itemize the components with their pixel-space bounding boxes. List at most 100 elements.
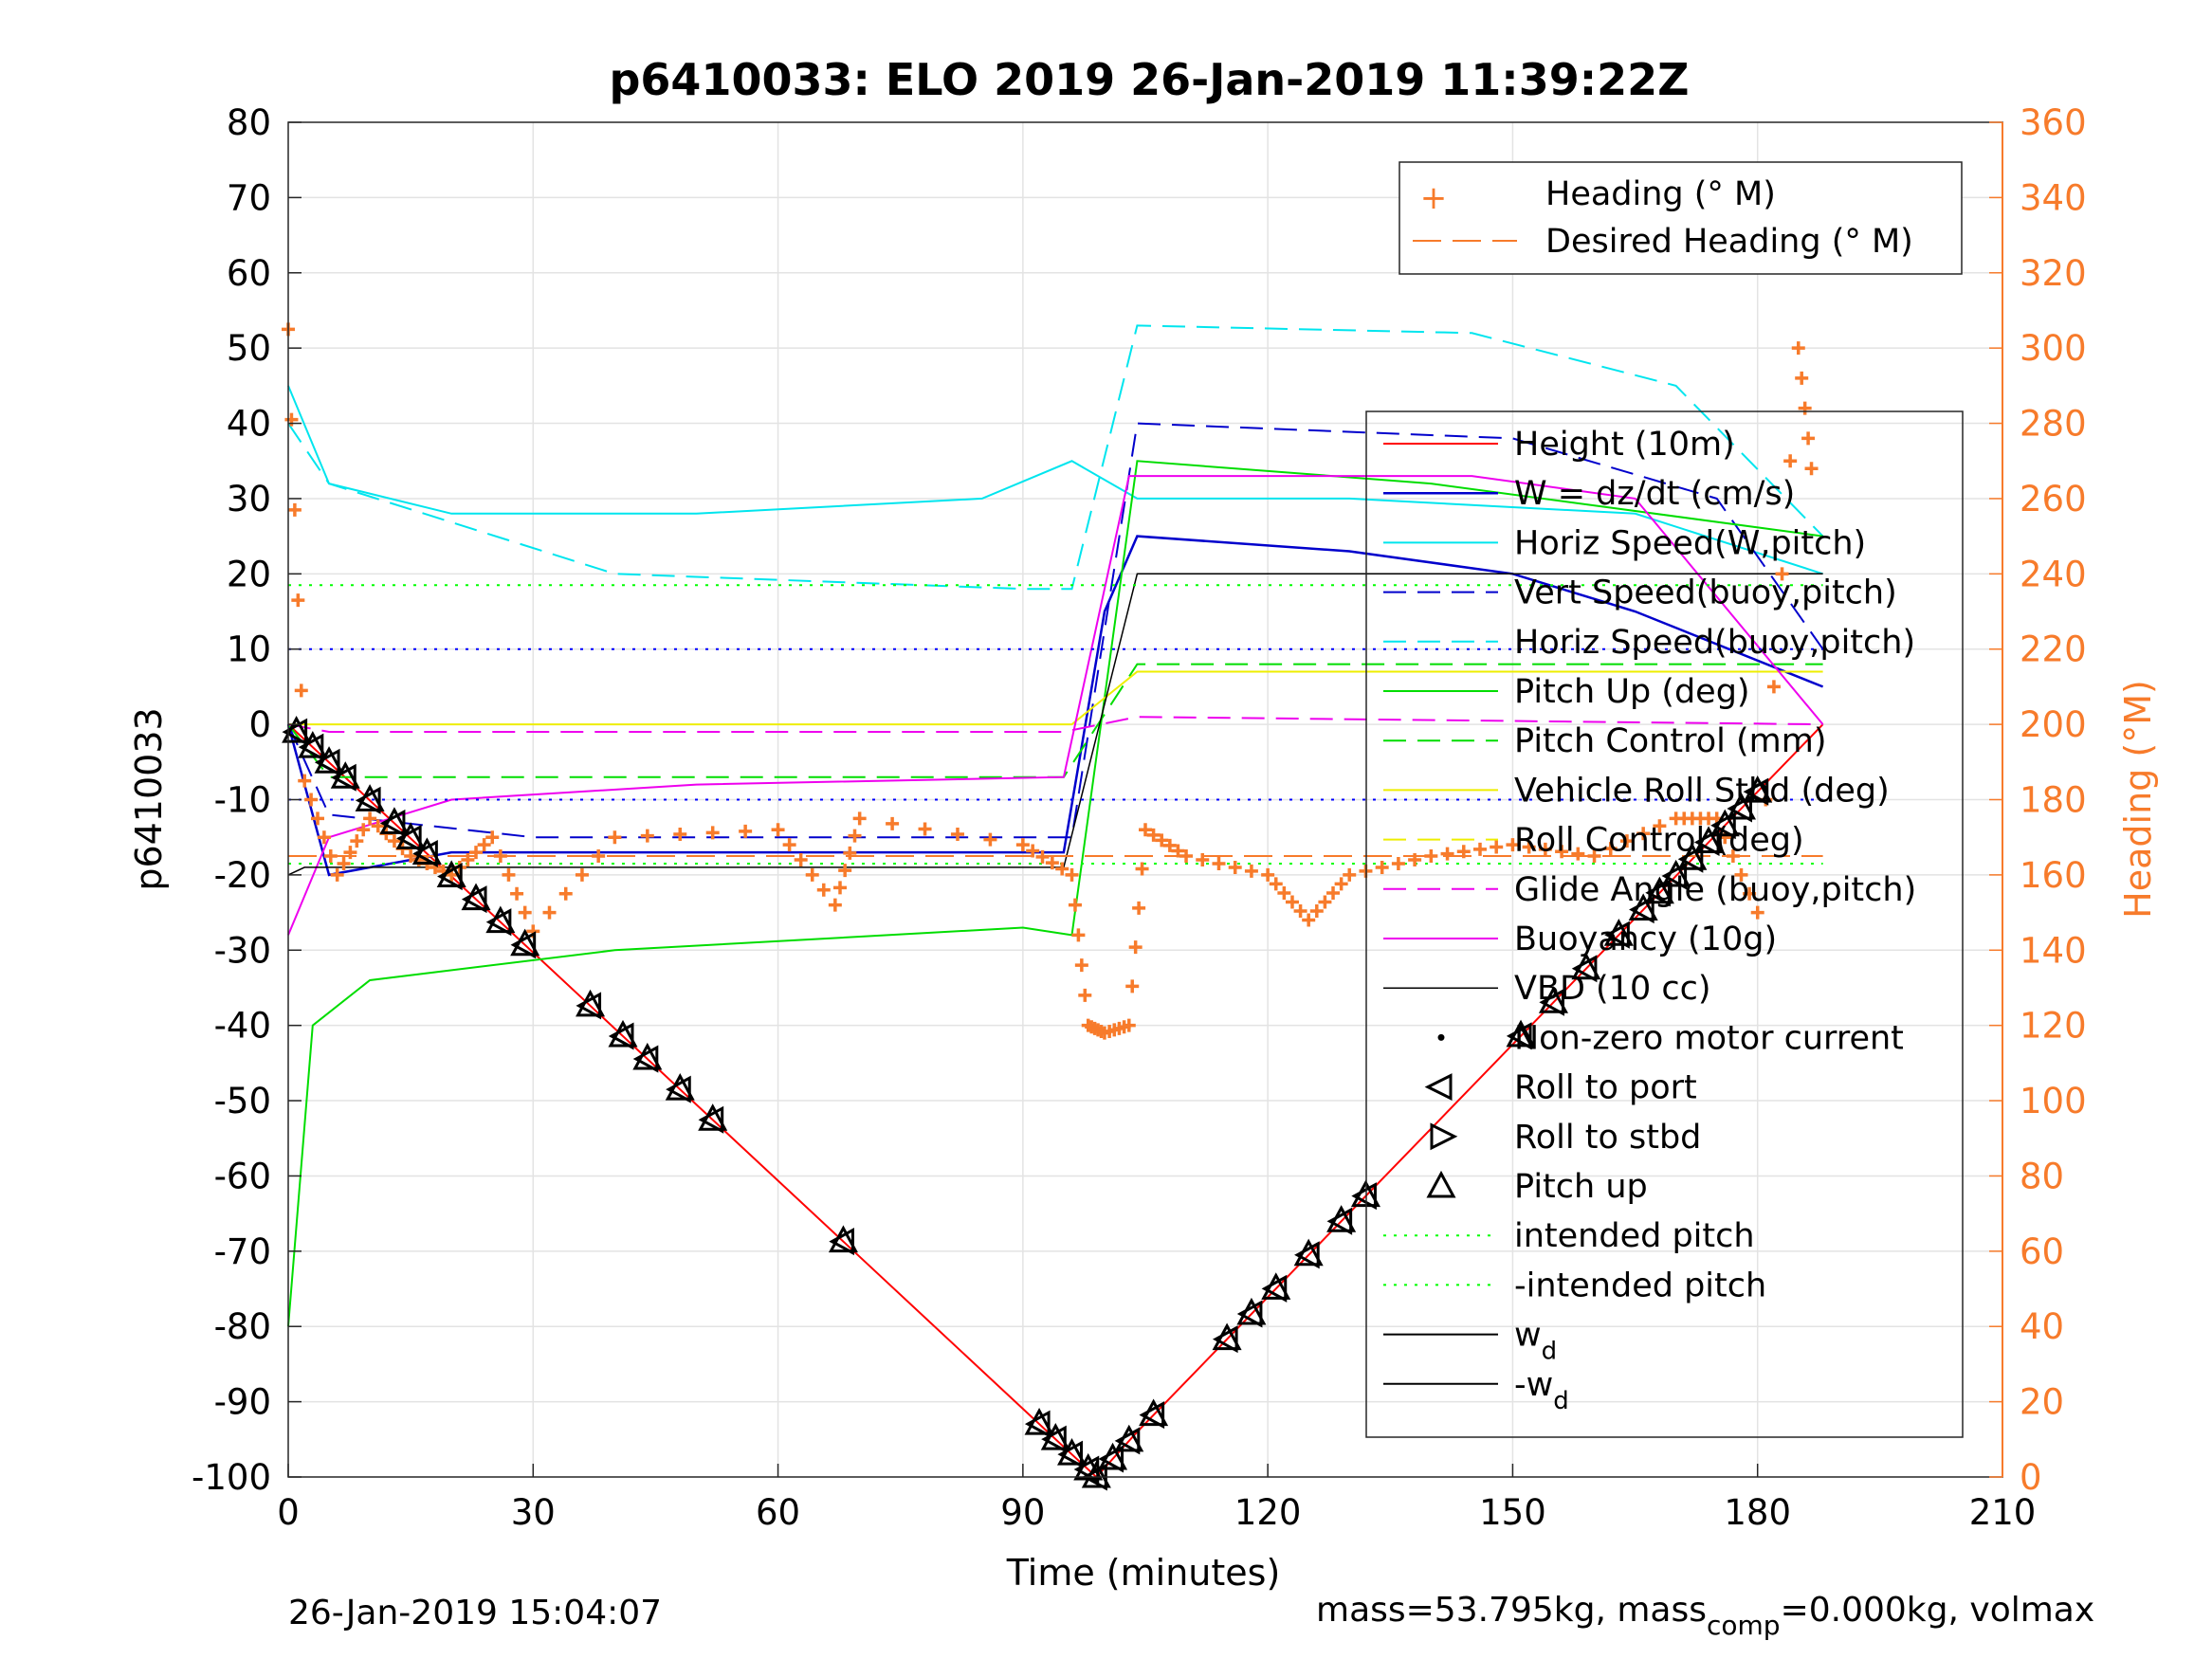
y-axis-label: p6410033 [128,707,170,890]
y-tick-label: -100 [192,1457,271,1498]
legend-entry: -intended pitch [1383,1267,1766,1304]
right-tick-label: 60 [2020,1231,2064,1272]
pitch-up-marker [1040,1422,1070,1453]
heading-point [848,829,862,843]
heading-point [575,867,589,882]
legend-label: Pitch Up (deg) [1514,673,1750,711]
legend-triangle-up-icon [1426,1170,1456,1198]
pitch-up-marker [1661,859,1691,890]
pitch-up-marker [1212,1322,1242,1354]
pitch-up-marker [1261,1272,1291,1303]
pitch-up-marker [1644,876,1674,907]
right-tick-label: 40 [2020,1306,2064,1347]
heading-point [1293,903,1307,918]
heading-point [1318,895,1332,909]
heading-point [287,502,302,517]
footer-mass-rest: =0.000kg, volmax [1781,1591,2095,1630]
right-axis-label: Heading (°M) [2117,680,2159,919]
pitch-up-marker [1236,1297,1267,1328]
heading-point [739,824,753,838]
series-legend: Height (10m) W = dz/dt (cm/s) Horiz Speed(… [1365,410,1964,1438]
heading-point [1015,838,1030,852]
heading-point [1440,847,1454,861]
heading-point [1269,877,1283,891]
right-tick-label: 240 [2020,554,2087,594]
legend-triangle-left-icon [1424,1073,1453,1102]
right-tick-label: 160 [2020,855,2087,896]
series-vert-speed-buoy-pitch [287,422,1824,839]
pitch-up-marker [1326,1205,1357,1235]
heading-point [1472,842,1487,856]
pitch-up-marker [379,807,410,837]
heading-point [1375,860,1389,874]
heading-point [1775,567,1789,581]
heading-point [782,838,796,852]
heading-point [1285,895,1299,909]
y-tick-label: -40 [214,1006,271,1047]
heading-point [485,830,500,845]
right-tick-label: 80 [2020,1156,2064,1196]
heading-point [833,881,848,895]
pitch-up-marker [282,715,312,746]
legend-entry: Horiz Speed(W,pitch) [1383,524,1866,562]
heading-point [1795,371,1809,385]
pitch-up-marker [1709,809,1740,840]
heading-point [1653,819,1667,833]
pitch-up-marker [485,905,516,937]
heading-point [1791,341,1805,356]
legend-entry: Vehicle Roll Stbd (deg) [1383,772,1890,810]
pitch-up-marker [1538,986,1568,1016]
pitch-up-marker [1677,843,1708,873]
heading-point [1743,886,1757,901]
legend-label: Roll Control (deg) [1514,822,1804,860]
right-tick-label: 120 [2020,1006,2087,1047]
pitch-up-marker [576,989,606,1020]
y-axis-ticks: 80 70 60 50 40 30 20 10 0 -10 -20 -30 -40 -50 -60 -70 -8… [192,102,302,1498]
series-horiz-speed-buoy-pitch [287,324,1824,591]
heading-point [1326,885,1341,900]
y-tick-label: -90 [214,1382,271,1423]
right-tick-label: 100 [2020,1081,2087,1121]
pitch-up-marker [1139,1398,1169,1430]
pitch-up-marker [411,837,442,868]
heading-point [1343,867,1357,882]
y-tick-label: -10 [214,780,271,821]
pitch-up-marker [1743,775,1773,806]
pitch-up-marker [1056,1438,1088,1468]
y-tick-label: -70 [214,1231,271,1272]
legend-entry: Roll to stbd [1430,1119,1701,1157]
heading-point [304,793,319,807]
footer-timestamp: 26-Jan-2019 15:04:07 [288,1594,662,1632]
pitch-markers [282,715,1773,1491]
heading-point [794,853,808,867]
pitch-up-marker [1506,1019,1536,1050]
heading-point [1804,462,1819,476]
heading-point [1522,840,1536,854]
heading-point [1798,401,1812,415]
heading-point [838,864,852,878]
heading-point [1603,842,1618,856]
y-tick-label: 40 [227,404,271,445]
legend-entry: Roll Control (deg) [1383,822,1804,860]
pitch-up-marker [1024,1407,1054,1438]
heading-point [1636,827,1651,841]
y-tick-label: 20 [227,554,271,594]
pitch-up-marker [1726,792,1757,823]
heading-point [705,826,720,840]
legend-entry: W = dz/dt (cm/s) [1383,475,1795,513]
heading-point [608,830,622,845]
pitch-up-marker [1628,893,1658,924]
heading-point [1783,454,1798,468]
right-tick-label: 340 [2020,177,2087,218]
heading-point [1391,856,1405,870]
right-tick-label: 20 [2020,1382,2064,1423]
pitch-up-marker [1098,1442,1128,1473]
heading-point [363,811,377,826]
legend-label: Height (10m) [1514,426,1735,464]
right-tick-label: 300 [2020,328,2087,369]
legend-label: Vert Speed(buoy,pitch) [1514,574,1897,612]
y-tick-label: -80 [214,1306,271,1347]
heading-point [918,822,932,836]
heading-point [298,774,312,788]
heading-point [1555,845,1569,859]
